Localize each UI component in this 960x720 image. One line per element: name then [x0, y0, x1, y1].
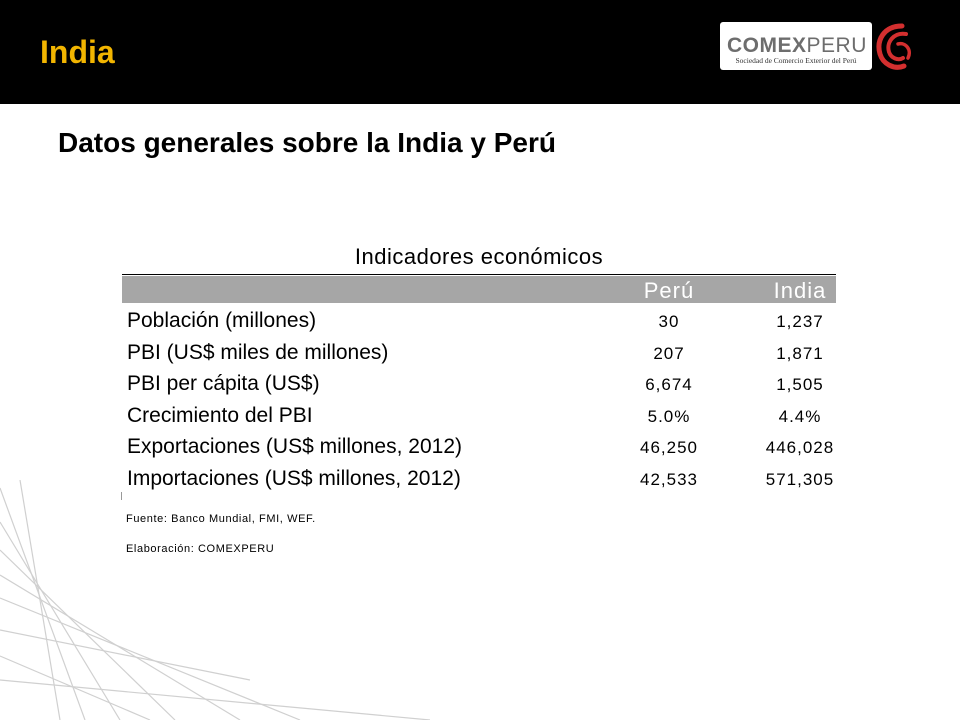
slide-section-title: India — [40, 34, 115, 70]
table-row: Crecimiento del PBI 5.0% 4.4% — [122, 400, 836, 432]
value-india: 1,237 — [776, 312, 824, 331]
table-title-rule — [122, 274, 836, 275]
table-row: Exportaciones (US$ millones, 2012) 46,25… — [122, 431, 836, 463]
value-india: 1,505 — [776, 375, 824, 394]
row-label: Importaciones (US$ millones, 2012) — [127, 466, 461, 490]
table-header-row: Perú India — [122, 276, 836, 303]
value-peru: 6,674 — [645, 375, 693, 394]
page-title: Datos generales sobre la India y Perú — [58, 127, 556, 158]
value-india: 446,028 — [765, 438, 835, 457]
row-label: Exportaciones (US$ millones, 2012) — [127, 435, 462, 458]
table-title: Indicadores económicos — [354, 244, 604, 269]
table-row: Población (millones) 30 1,237 — [122, 305, 836, 337]
logo-wordmark: COMEXPERU — [727, 35, 867, 57]
logo-word-light: PERU — [806, 34, 867, 57]
decorative-lines — [0, 480, 431, 720]
row-label: Crecimiento del PBI — [127, 403, 313, 427]
table-row: PBI per cápita (US$) 6,674 1,505 — [122, 368, 836, 400]
table-row: Importaciones (US$ millones, 2012) 42,53… — [122, 463, 836, 495]
column-header-peru: Perú — [643, 278, 695, 303]
table-edge-mark — [121, 492, 122, 500]
value-india: 4.4% — [778, 406, 822, 426]
logo-subtitle: Sociedad de Comercio Exterior del Perú — [735, 56, 857, 65]
row-label: Población (millones) — [127, 309, 317, 332]
logo-word-bold: COMEX — [727, 34, 807, 57]
author-note: Elaboración: COMEXPERU — [126, 543, 275, 555]
value-india: 571,305 — [765, 469, 835, 489]
value-peru: 42,533 — [640, 469, 698, 489]
value-peru: 5.0% — [647, 406, 691, 426]
source-note: Fuente: Banco Mundial, FMI, WEF. — [126, 513, 316, 525]
indicator-table-body: Población (millones) 30 1,237 PBI (US$ m… — [122, 305, 836, 494]
value-peru: 46,250 — [640, 438, 698, 457]
header-bar: India COMEXPERU Sociedad de Comercio Ext… — [0, 0, 960, 104]
value-peru: 207 — [653, 343, 685, 363]
value-peru: 30 — [658, 312, 680, 331]
table-row: PBI (US$ miles de millones) 207 1,871 — [122, 337, 836, 369]
logo-plate: COMEXPERU Sociedad de Comercio Exterior … — [720, 22, 872, 70]
row-label: PBI per cápita (US$) — [127, 372, 320, 395]
comexperu-logo: COMEXPERU Sociedad de Comercio Exterior … — [720, 22, 920, 82]
value-india: 1,871 — [776, 343, 824, 363]
comexperu-swirl-icon — [876, 23, 911, 70]
column-header-india: India — [773, 278, 827, 303]
row-label: PBI (US$ miles de millones) — [127, 340, 389, 364]
